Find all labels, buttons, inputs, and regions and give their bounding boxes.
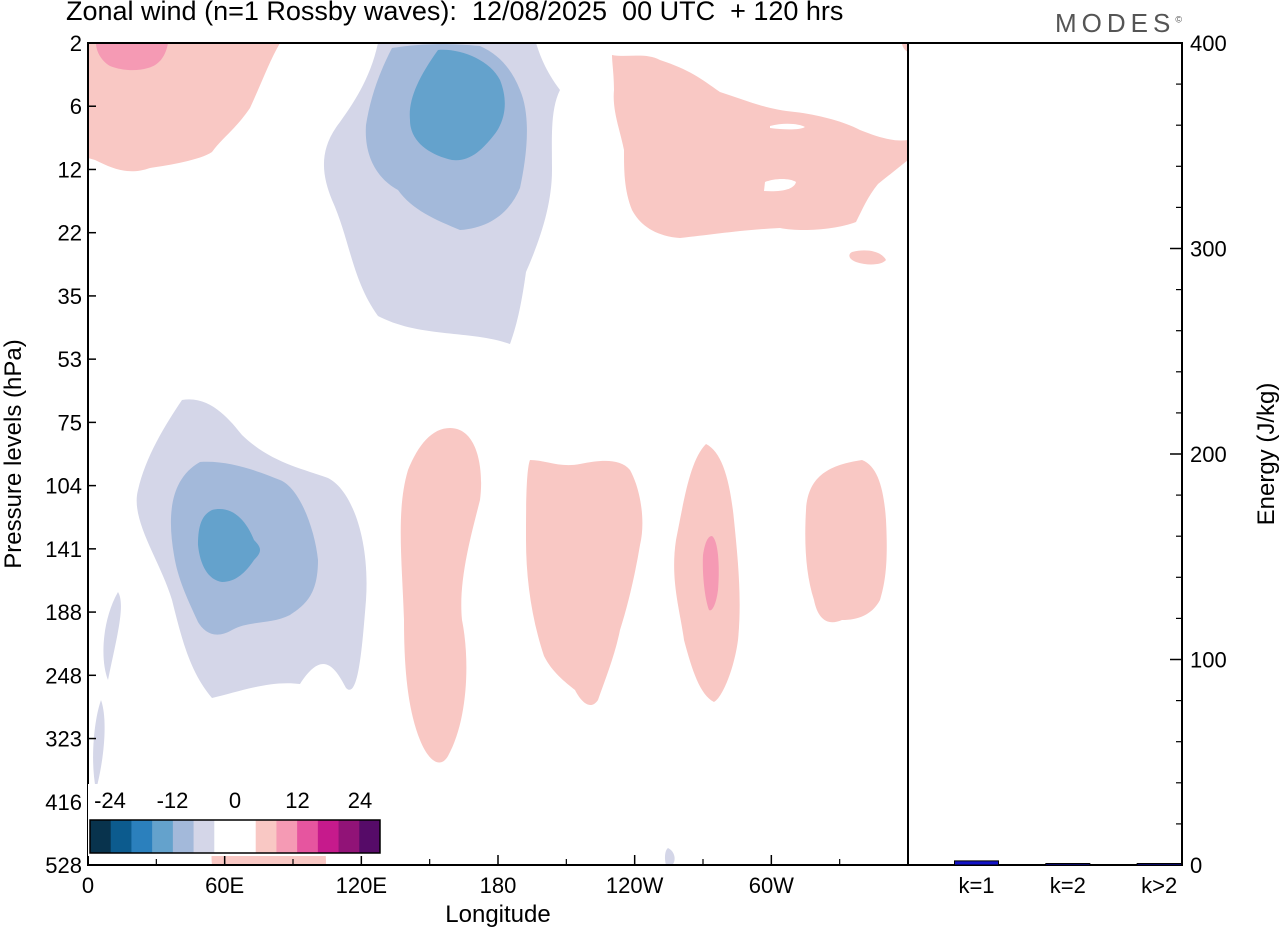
y-tick-label: 22 bbox=[58, 221, 82, 246]
energy-tick-label: 200 bbox=[1190, 442, 1227, 467]
contour-field bbox=[88, 43, 908, 865]
x-axis-ticks: 0 60E 120E 180 120W 60W bbox=[82, 855, 841, 898]
y-tick-label: 2 bbox=[70, 31, 82, 56]
contour-lower-easterly-core bbox=[198, 509, 260, 582]
colorbar-swatch bbox=[193, 820, 215, 853]
colorbar-tick-label: 12 bbox=[285, 788, 309, 813]
contour-upper-easterly-core bbox=[409, 49, 505, 161]
contours-pos-mid bbox=[96, 43, 719, 611]
x-tick-label: 0 bbox=[82, 873, 94, 898]
brand-mark: © bbox=[1175, 14, 1182, 25]
y-tick-label: 35 bbox=[58, 284, 82, 309]
contour-hole-1 bbox=[770, 123, 805, 130]
contour-surface-sliver bbox=[664, 848, 675, 865]
x-axis-title: Longitude bbox=[445, 901, 550, 928]
y-axis-title: Pressure levels (hPa) bbox=[0, 339, 27, 568]
y-tick-label: 141 bbox=[45, 537, 82, 562]
chart-title: Zonal wind (n=1 Rossby waves): 12/08/202… bbox=[66, 0, 844, 26]
y-tick-label: 528 bbox=[45, 853, 82, 878]
colorbar-tick-label: -12 bbox=[157, 788, 189, 813]
contour-80w-westerly bbox=[805, 460, 887, 623]
contour-hole-2 bbox=[764, 179, 796, 192]
contour-west-sliver-2 bbox=[93, 700, 105, 790]
contour-corner-sliver bbox=[902, 43, 908, 52]
y-axis-ticks: 2 6 12 22 35 53 75 104 141 188 248 323 416 528 bbox=[45, 31, 96, 878]
x-tick-label: 120W bbox=[606, 873, 664, 898]
y-tick-label: 104 bbox=[45, 474, 82, 499]
y-tick-label: 248 bbox=[45, 663, 82, 688]
colorbar-swatch bbox=[131, 820, 153, 853]
energy-bar bbox=[1045, 863, 1091, 866]
colorbar-swatch bbox=[90, 820, 112, 853]
colorbar-tick-label: 24 bbox=[348, 788, 372, 813]
y-tick-label: 12 bbox=[58, 157, 82, 182]
contour-holes bbox=[764, 123, 805, 192]
energy-bar bbox=[1136, 863, 1182, 866]
colorbar-swatch bbox=[276, 820, 298, 853]
colorbar-tick-label: -24 bbox=[94, 788, 126, 813]
y-tick-label: 53 bbox=[58, 347, 82, 372]
energy-category-label: k>2 bbox=[1141, 873, 1177, 898]
energy-panel: 0 100 200 300 400 k=1 k=2 k>2 bbox=[954, 31, 1227, 898]
contour-upper-west-core bbox=[96, 43, 168, 71]
colorbar-swatch bbox=[152, 820, 174, 853]
colorbar-frame bbox=[89, 819, 381, 854]
colorbar-swatch bbox=[110, 820, 132, 853]
energy-category-label: k=2 bbox=[1050, 873, 1086, 898]
energy-category-label: k=1 bbox=[958, 873, 994, 898]
x-tick-label: 180 bbox=[480, 873, 517, 898]
brand-logo: MODES© bbox=[1055, 8, 1182, 39]
energy-tick-label: 100 bbox=[1190, 648, 1227, 673]
energy-tick-label: 0 bbox=[1190, 853, 1202, 878]
contours-neg-dark bbox=[198, 49, 505, 582]
x-tick-label: 120E bbox=[336, 873, 387, 898]
y-tick-label: 6 bbox=[70, 94, 82, 119]
x-tick-label: 60W bbox=[749, 873, 794, 898]
energy-tick-label: 300 bbox=[1190, 237, 1227, 262]
contour-west-upper-westerly bbox=[88, 43, 280, 172]
y-tick-label: 323 bbox=[45, 727, 82, 752]
colorbar-swatch bbox=[255, 820, 277, 853]
colorbar-tick-label: 0 bbox=[229, 788, 241, 813]
contour-east-small-blob bbox=[849, 250, 886, 265]
energy-tick-label: 400 bbox=[1190, 31, 1227, 56]
energy-bar bbox=[954, 860, 999, 866]
contour-east-upper-westerly bbox=[612, 55, 908, 238]
colorbar-swatch bbox=[359, 820, 381, 853]
y-tick-label: 188 bbox=[45, 600, 82, 625]
energy-frame bbox=[907, 42, 1183, 866]
colorbar-swatch bbox=[338, 820, 360, 853]
contour-120w-core bbox=[702, 536, 719, 611]
y-tick-label: 75 bbox=[58, 410, 82, 435]
colorbar-swatch bbox=[297, 820, 319, 853]
y-tick-label: 416 bbox=[45, 790, 82, 815]
colorbar-swatch bbox=[317, 820, 340, 853]
colorbar: -24 -12 0 12 24 bbox=[88, 784, 382, 856]
colorbar-swatch bbox=[214, 820, 236, 853]
contour-150w-westerly bbox=[526, 460, 643, 706]
colorbar-swatch bbox=[172, 820, 195, 853]
x-tick-label: 60E bbox=[205, 873, 244, 898]
brand-name: MODES bbox=[1055, 8, 1176, 38]
contour-west-sliver-1 bbox=[103, 592, 121, 680]
contour-dateline-westerly bbox=[400, 428, 482, 763]
energy-axis-title: Energy (J/kg) bbox=[1253, 383, 1280, 526]
colorbar-swatch bbox=[235, 820, 257, 853]
